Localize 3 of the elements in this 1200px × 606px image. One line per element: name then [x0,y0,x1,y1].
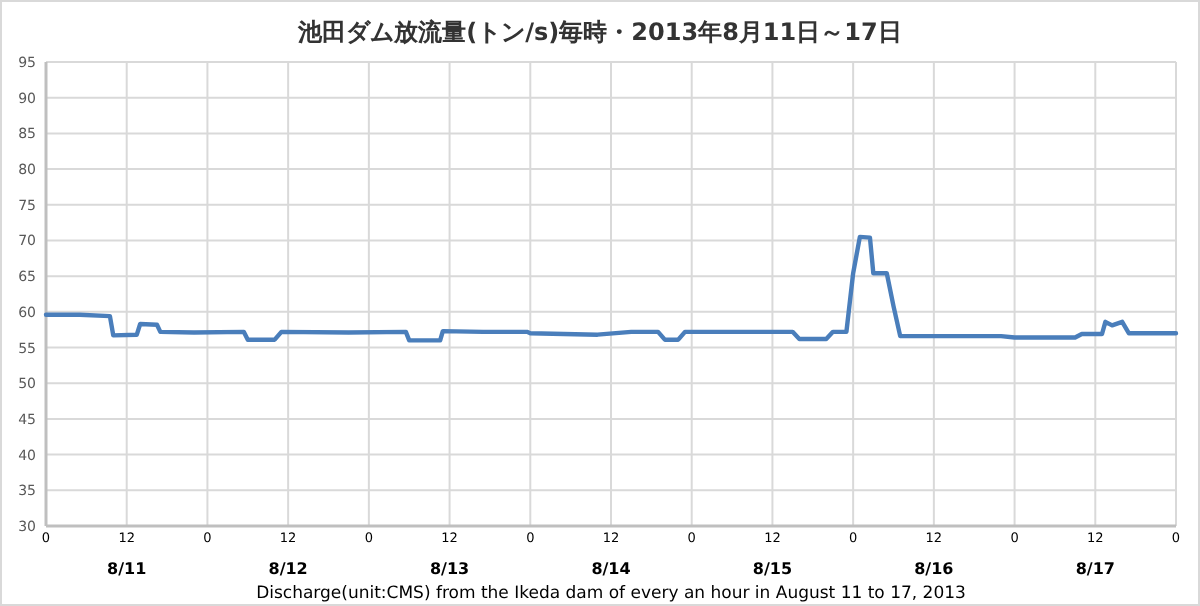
chart-title: 池田ダム放流量(トン/s)毎時・2013年8月11日～17日 [296,18,902,46]
x-axis-title: Discharge(unit:CMS) from the Ikeda dam of every an hour in August 11 to 17, 2013 [256,584,966,604]
line-series [43,234,1179,343]
